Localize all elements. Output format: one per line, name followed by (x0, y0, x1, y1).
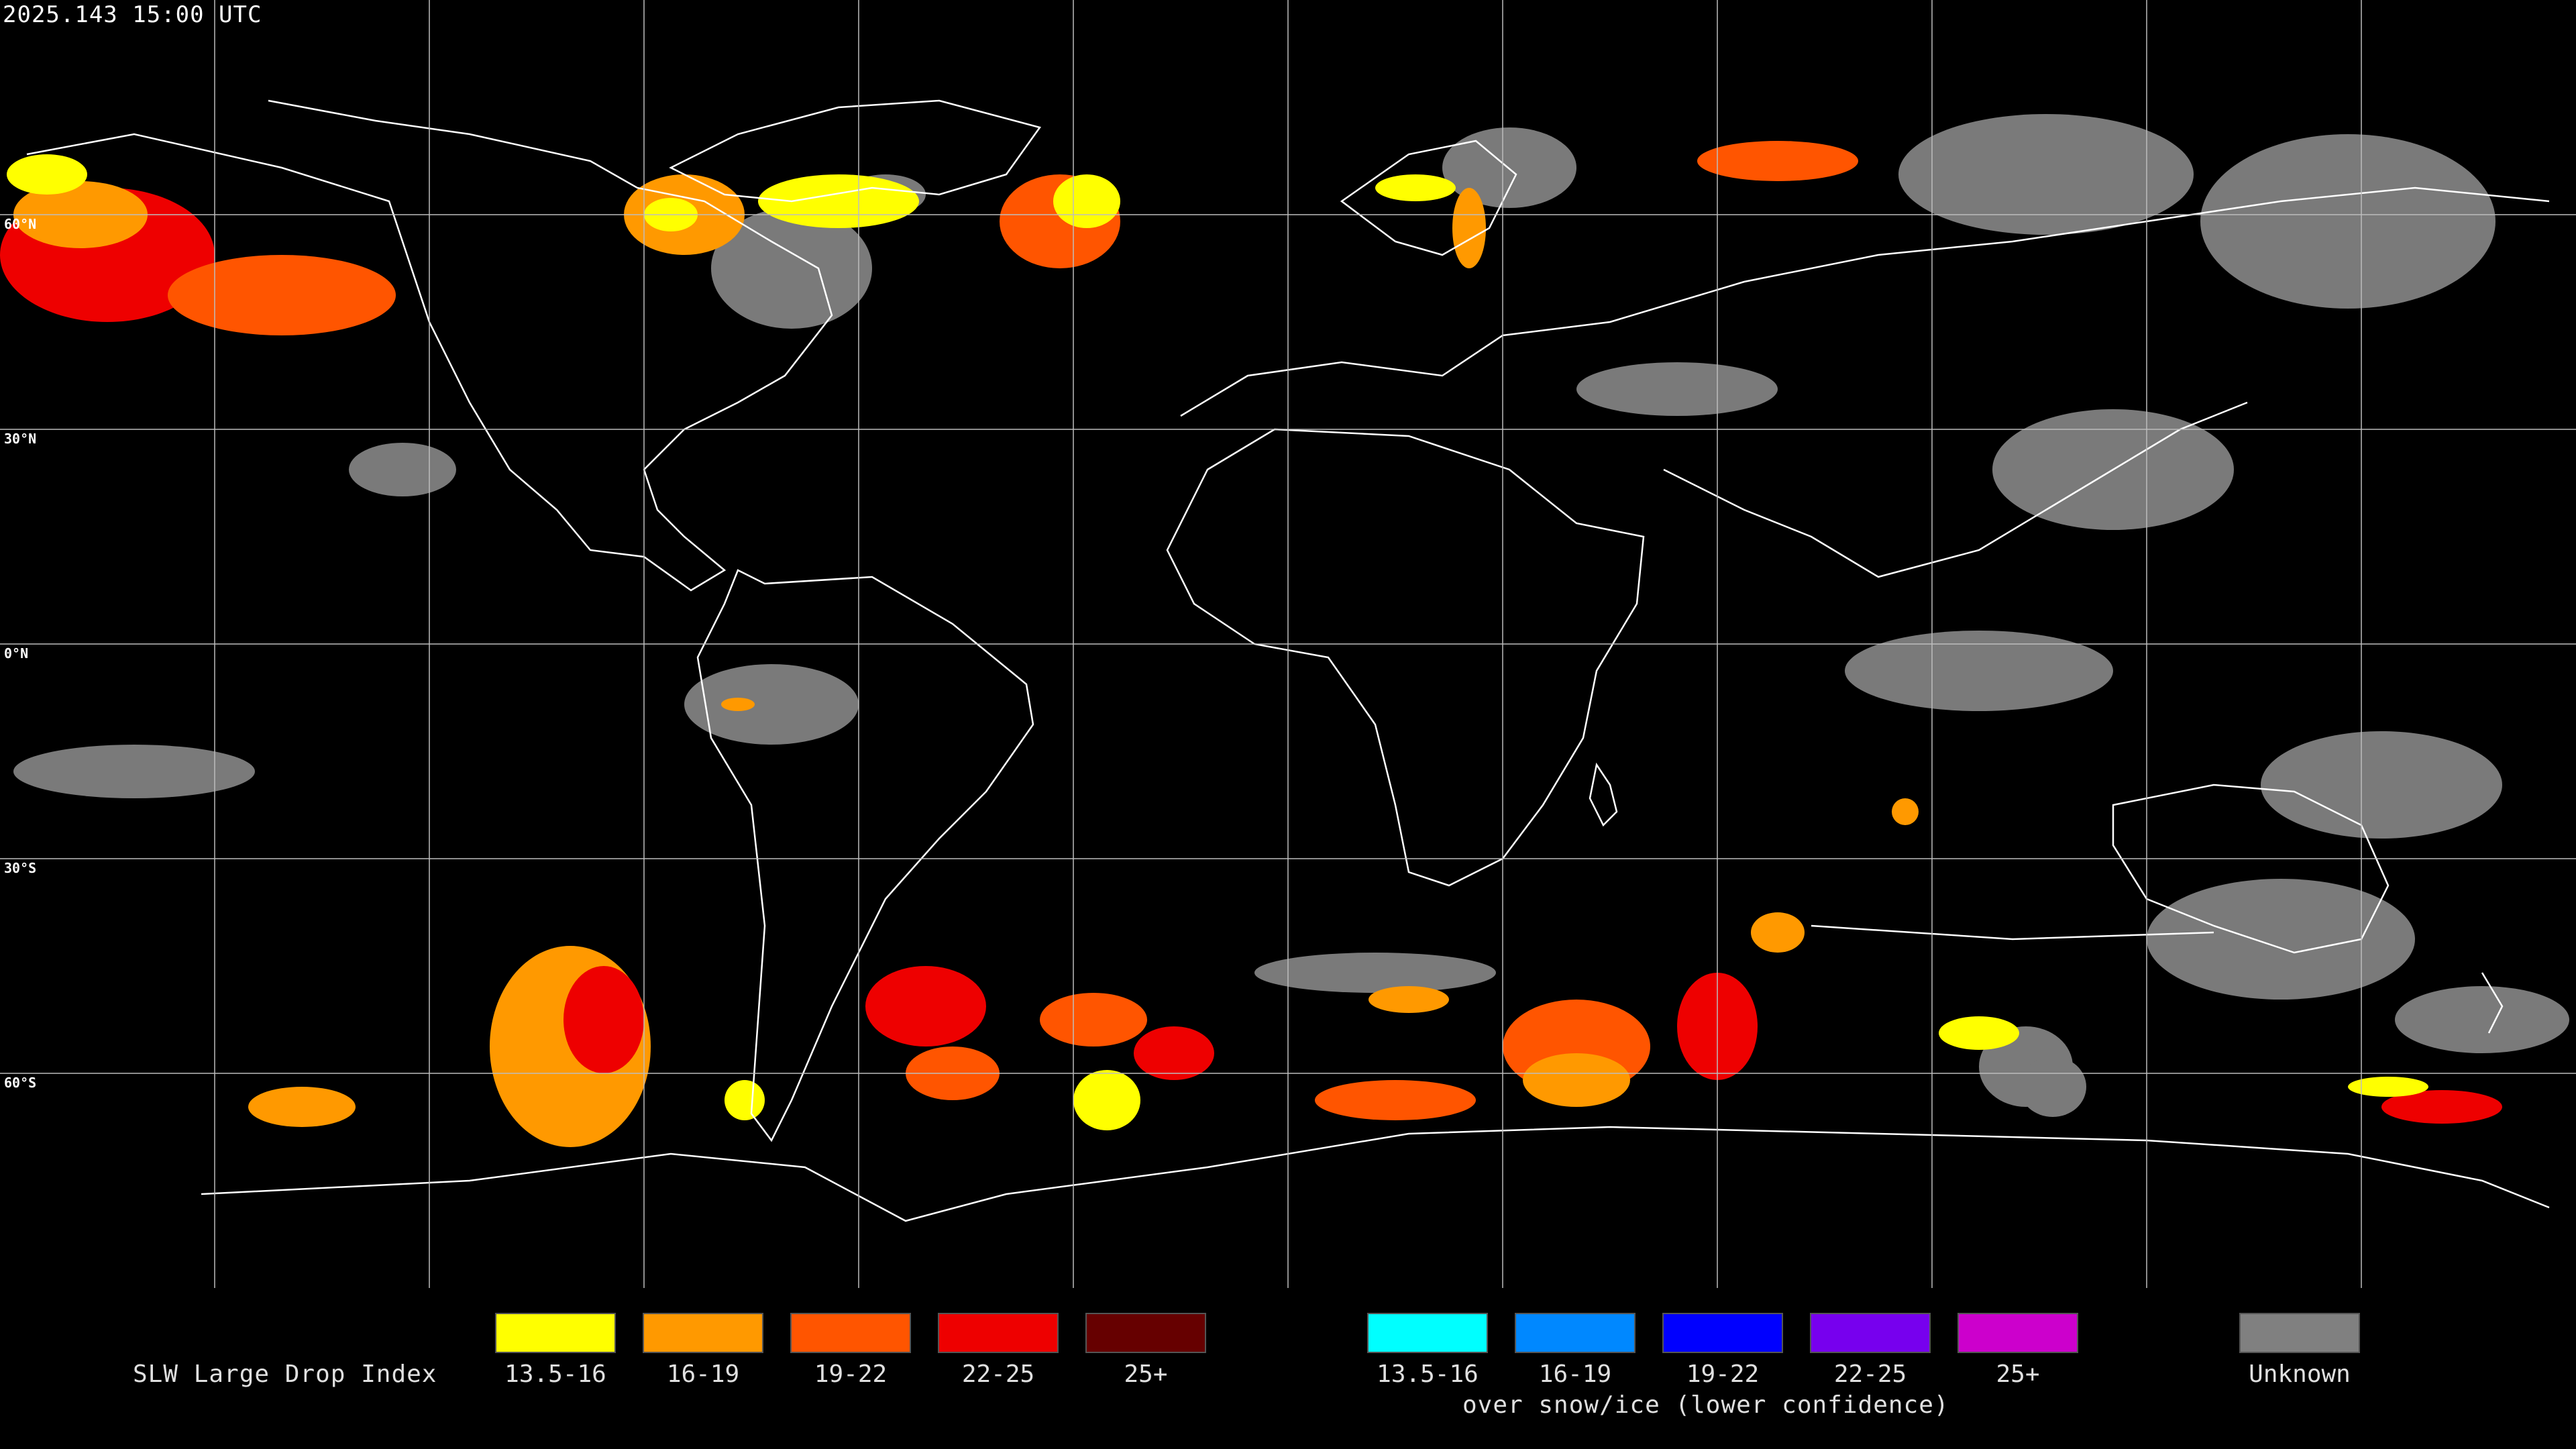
label-snow-22-25: 22-25 (1833, 1360, 1907, 1388)
swatch-snow-13-16 (1367, 1313, 1488, 1353)
swatch-liquid-16-19 (643, 1313, 763, 1353)
lat-label-30s: 30°S (4, 860, 37, 876)
lat-label-0n: 0°N (4, 645, 29, 661)
label-liquid-13-16: 13.5-16 (504, 1360, 606, 1388)
graticule (0, 0, 2576, 1288)
label-snow-19-22: 19-22 (1686, 1360, 1760, 1388)
global-map: 2025.143 15:00 UTC 60°N 30°N 0°N 30°S 60… (0, 0, 2576, 1288)
unknown-cloud-regions (13, 114, 2569, 1117)
label-unknown: Unknown (2249, 1360, 2351, 1388)
swatch-snow-25-plus (1957, 1313, 2078, 1353)
label-snow-25-plus: 25+ (1996, 1360, 2040, 1388)
label-liquid-19-22: 19-22 (814, 1360, 888, 1388)
label-snow-16-19: 16-19 (1538, 1360, 1612, 1388)
snow-ice-caption: over snow/ice (lower confidence) (1462, 1391, 1949, 1419)
swatch-liquid-13-16 (495, 1313, 616, 1353)
swatch-unknown (2239, 1313, 2360, 1353)
swatch-liquid-19-22 (790, 1313, 911, 1353)
swatch-snow-19-22 (1662, 1313, 1783, 1353)
legend-bar (0, 1288, 2576, 1449)
legend-title: SLW Large Drop Index (133, 1360, 437, 1388)
lat-label-30n: 30°N (4, 431, 37, 447)
swatch-snow-16-19 (1515, 1313, 1635, 1353)
swatch-liquid-22-25 (938, 1313, 1059, 1353)
label-liquid-22-25: 22-25 (961, 1360, 1035, 1388)
lat-label-60s: 60°S (4, 1075, 37, 1091)
label-snow-13-16: 13.5-16 (1377, 1360, 1479, 1388)
lat-label-60n: 60°N (4, 216, 37, 232)
slw-liquid-regions (0, 141, 2502, 1147)
timestamp: 2025.143 15:00 UTC (3, 1, 262, 28)
swatch-snow-22-25 (1810, 1313, 1931, 1353)
label-liquid-25-plus: 25+ (1124, 1360, 1168, 1388)
swatch-liquid-25-plus (1085, 1313, 1206, 1353)
label-liquid-16-19: 16-19 (666, 1360, 740, 1388)
map-canvas (0, 0, 2576, 1288)
